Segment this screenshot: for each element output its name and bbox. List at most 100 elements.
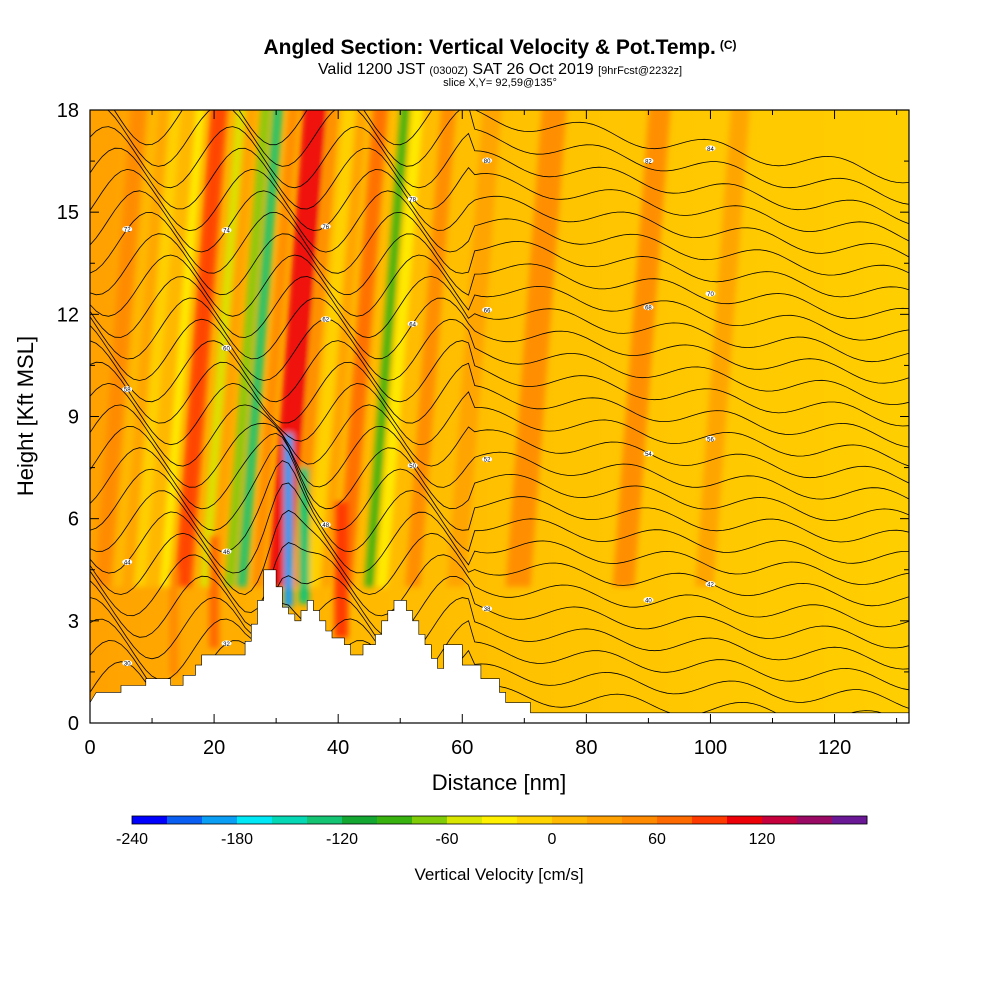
velocity-cell [284,433,293,608]
x-tick-label: 0 [84,737,95,759]
velocity-band [505,110,567,587]
isentrope-line [90,297,909,384]
velocity-cell [334,501,349,638]
isentrope-label-bg [221,227,232,234]
colorbar-swatch [342,816,378,824]
valid-time-line: Valid 1200 JST (0300Z) SAT 26 Oct 2019 [… [0,61,1000,79]
isentrope-label: 66 [484,308,491,314]
x-axis-ticks: 0 20 40 60 80 100 120 [84,110,898,759]
valid-zulu: (0300Z) [429,65,468,77]
colorbar-swatch [272,816,308,824]
isentrope-line [90,126,909,225]
y-tick-label: 12 [57,304,79,326]
y-tick-label: 9 [68,407,79,429]
colorbar-swatch [587,816,623,824]
plot-area: 3032343638404244464850525456586062646668… [90,110,909,723]
velocity-band [90,110,121,513]
isentrope-line [90,422,909,500]
isentrope-label-bg [705,145,716,152]
isentrope-label-bg [482,157,493,164]
isentrope-line [90,404,909,484]
colorbar-swatch [167,816,203,824]
velocity-band [321,110,367,587]
isentrope-line [90,432,909,521]
velocity-band [364,110,410,587]
isentrope-line [106,110,909,205]
colorbar-label: -240 [116,831,148,848]
isentrope-label-bg [320,223,331,230]
isentrope-label-bg [643,450,654,457]
slice-subtitle: slice X,Y= 92,59@135° [443,77,557,89]
isentrope-line [90,542,909,628]
isentrope-label-bg [482,456,493,463]
colorbar-swatch [237,816,273,824]
colorbar-swatch [727,816,763,824]
title-text: Angled Section: Vertical Velocity & Pot.… [263,36,716,59]
velocity-cell [299,467,310,604]
x-tick-label: 60 [451,737,473,759]
isentrope-label-bg [407,320,418,327]
y-tick-label: 15 [57,202,79,224]
isentrope-label: 40 [645,599,652,605]
y-tick-label: 18 [57,100,79,122]
velocity-band [694,110,750,587]
isentrope-label: 44 [124,561,131,567]
x-tick-label: 120 [818,737,851,759]
isentrope-label: 68 [645,306,652,312]
terrain-profile [90,569,909,723]
colorbar-title: Vertical Velocity [cm/s] [414,865,583,884]
colorbar-label: 0 [548,831,557,848]
colorbar-swatch [657,816,693,824]
isentrope-line [90,444,909,543]
x-tick-label: 20 [203,737,225,759]
isentrope-label: 52 [484,458,491,464]
isentrope-label-bg [705,290,716,297]
isentrope-label: 30 [124,662,131,668]
isentrope-label: 78 [409,197,416,203]
colorbar-swatch [762,816,798,824]
isentrope-label: 50 [409,464,416,470]
valid-forecast: [9hrFcst@2232z] [598,65,683,77]
velocity-band [446,110,502,587]
velocity-band [307,110,356,587]
velocity-band [252,110,299,587]
isentrope-label-bg [122,226,133,233]
y-tick-label: 3 [68,611,79,633]
colorbar-swatch [552,816,588,824]
isentrope-label: 70 [707,292,714,298]
isentrope-label: 76 [322,225,329,231]
velocity-band [376,110,424,587]
x-tick-label: 80 [575,737,597,759]
velocity-band [133,110,182,587]
isentrope-lines [90,110,909,723]
isentrope-label: 42 [707,583,714,589]
y-axis-label: Height [Kft MSL] [13,336,38,496]
isentrope-label: 38 [484,607,491,613]
isentrope-line [90,147,909,242]
isentrope-label-bg [482,306,493,313]
isentrope-label-bg [705,435,716,442]
colorbar-swatch [202,816,238,824]
colorbar-swatch [447,816,483,824]
isentrope-label: 84 [707,147,714,153]
isentrope-label-bg [221,344,232,351]
colorbar-swatch [692,816,728,824]
isentrope-line [90,482,909,585]
isentrope-line [90,275,909,363]
velocity-band [612,110,671,587]
isentrope-label-bg [221,548,232,555]
isentrope-line [90,211,909,298]
velocity-band [224,110,271,587]
chart-title: Angled Section: Vertical Velocity & Pot.… [0,36,1000,60]
isentrope-label: 64 [409,322,416,328]
isentrope-line [90,575,909,649]
isentrope-line [90,254,909,341]
isentrope-label-bg [320,316,331,323]
isentrope-label: 48 [322,523,329,529]
colorbar-swatch [832,816,868,824]
isentrope-label: 72 [124,228,131,234]
isentrope-line [90,233,909,319]
isentrope-line [90,618,909,691]
isentrope-label-bg [643,157,654,164]
